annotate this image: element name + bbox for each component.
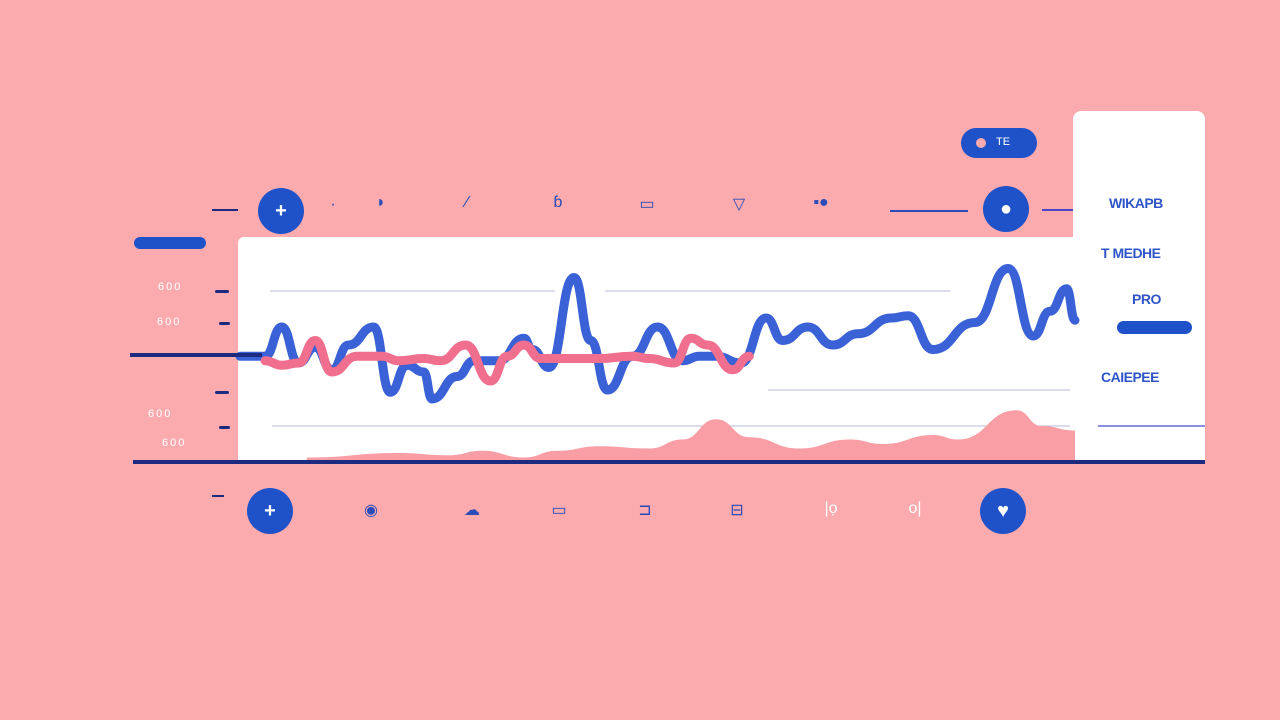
top-pill-label: TE xyxy=(996,136,1011,148)
top-pill-button[interactable]: TE xyxy=(961,128,1037,158)
side-panel: WIKAPB T MEDHE PRO CAIEPEE xyxy=(1073,111,1205,462)
add-button-bottom[interactable]: + xyxy=(247,488,293,534)
toggle-icon[interactable]: ▪● xyxy=(813,194,829,211)
filter-icon[interactable]: ▽ xyxy=(732,196,746,213)
y-tick-label: 600 xyxy=(162,437,187,449)
toggle-icon[interactable]: o| xyxy=(908,500,922,517)
divider xyxy=(212,495,224,497)
pin-button[interactable]: ● xyxy=(983,186,1029,232)
print-icon[interactable]: ⊟ xyxy=(730,502,744,519)
cloud-icon[interactable]: ☁ xyxy=(464,502,480,519)
palette-icon[interactable]: ɓ xyxy=(553,194,563,211)
y-tick xyxy=(215,391,229,394)
loop-icon[interactable]: |ọ xyxy=(824,500,838,517)
heart-button[interactable]: ♥ xyxy=(980,488,1026,534)
area-series xyxy=(306,410,1075,462)
brush-icon[interactable]: ◗ xyxy=(376,194,386,211)
layers-icon[interactable]: ▭ xyxy=(551,502,567,519)
slider-track[interactable] xyxy=(890,210,968,212)
side-item-0[interactable]: WIKAPB xyxy=(1109,195,1163,211)
progress-bar xyxy=(1117,321,1192,334)
side-item-1[interactable]: T MEDHE xyxy=(1101,245,1161,261)
dot-icon[interactable]: · xyxy=(330,196,336,213)
pen-icon[interactable]: ∕ xyxy=(465,194,469,211)
y-tick xyxy=(215,290,229,293)
eye-icon[interactable]: ◉ xyxy=(364,502,378,519)
divider xyxy=(1098,425,1205,427)
y-tick-label: 600 xyxy=(158,281,183,293)
y-tick-label: 600 xyxy=(157,316,182,328)
layers-icon[interactable]: ▭ xyxy=(639,196,655,213)
side-item-2[interactable]: PRO xyxy=(1132,291,1161,307)
legend-bar xyxy=(134,237,206,249)
y-tick-label: 600 xyxy=(148,408,173,420)
line-series xyxy=(260,333,754,386)
side-item-3[interactable]: CAIEPEE xyxy=(1101,369,1159,385)
line-series xyxy=(235,264,1080,404)
bracket-icon[interactable]: ⊐ xyxy=(638,502,652,519)
y-tick xyxy=(219,322,230,325)
y-tick xyxy=(219,426,230,429)
divider xyxy=(212,209,238,211)
add-button[interactable]: + xyxy=(258,188,304,234)
record-dot-icon xyxy=(976,138,986,148)
